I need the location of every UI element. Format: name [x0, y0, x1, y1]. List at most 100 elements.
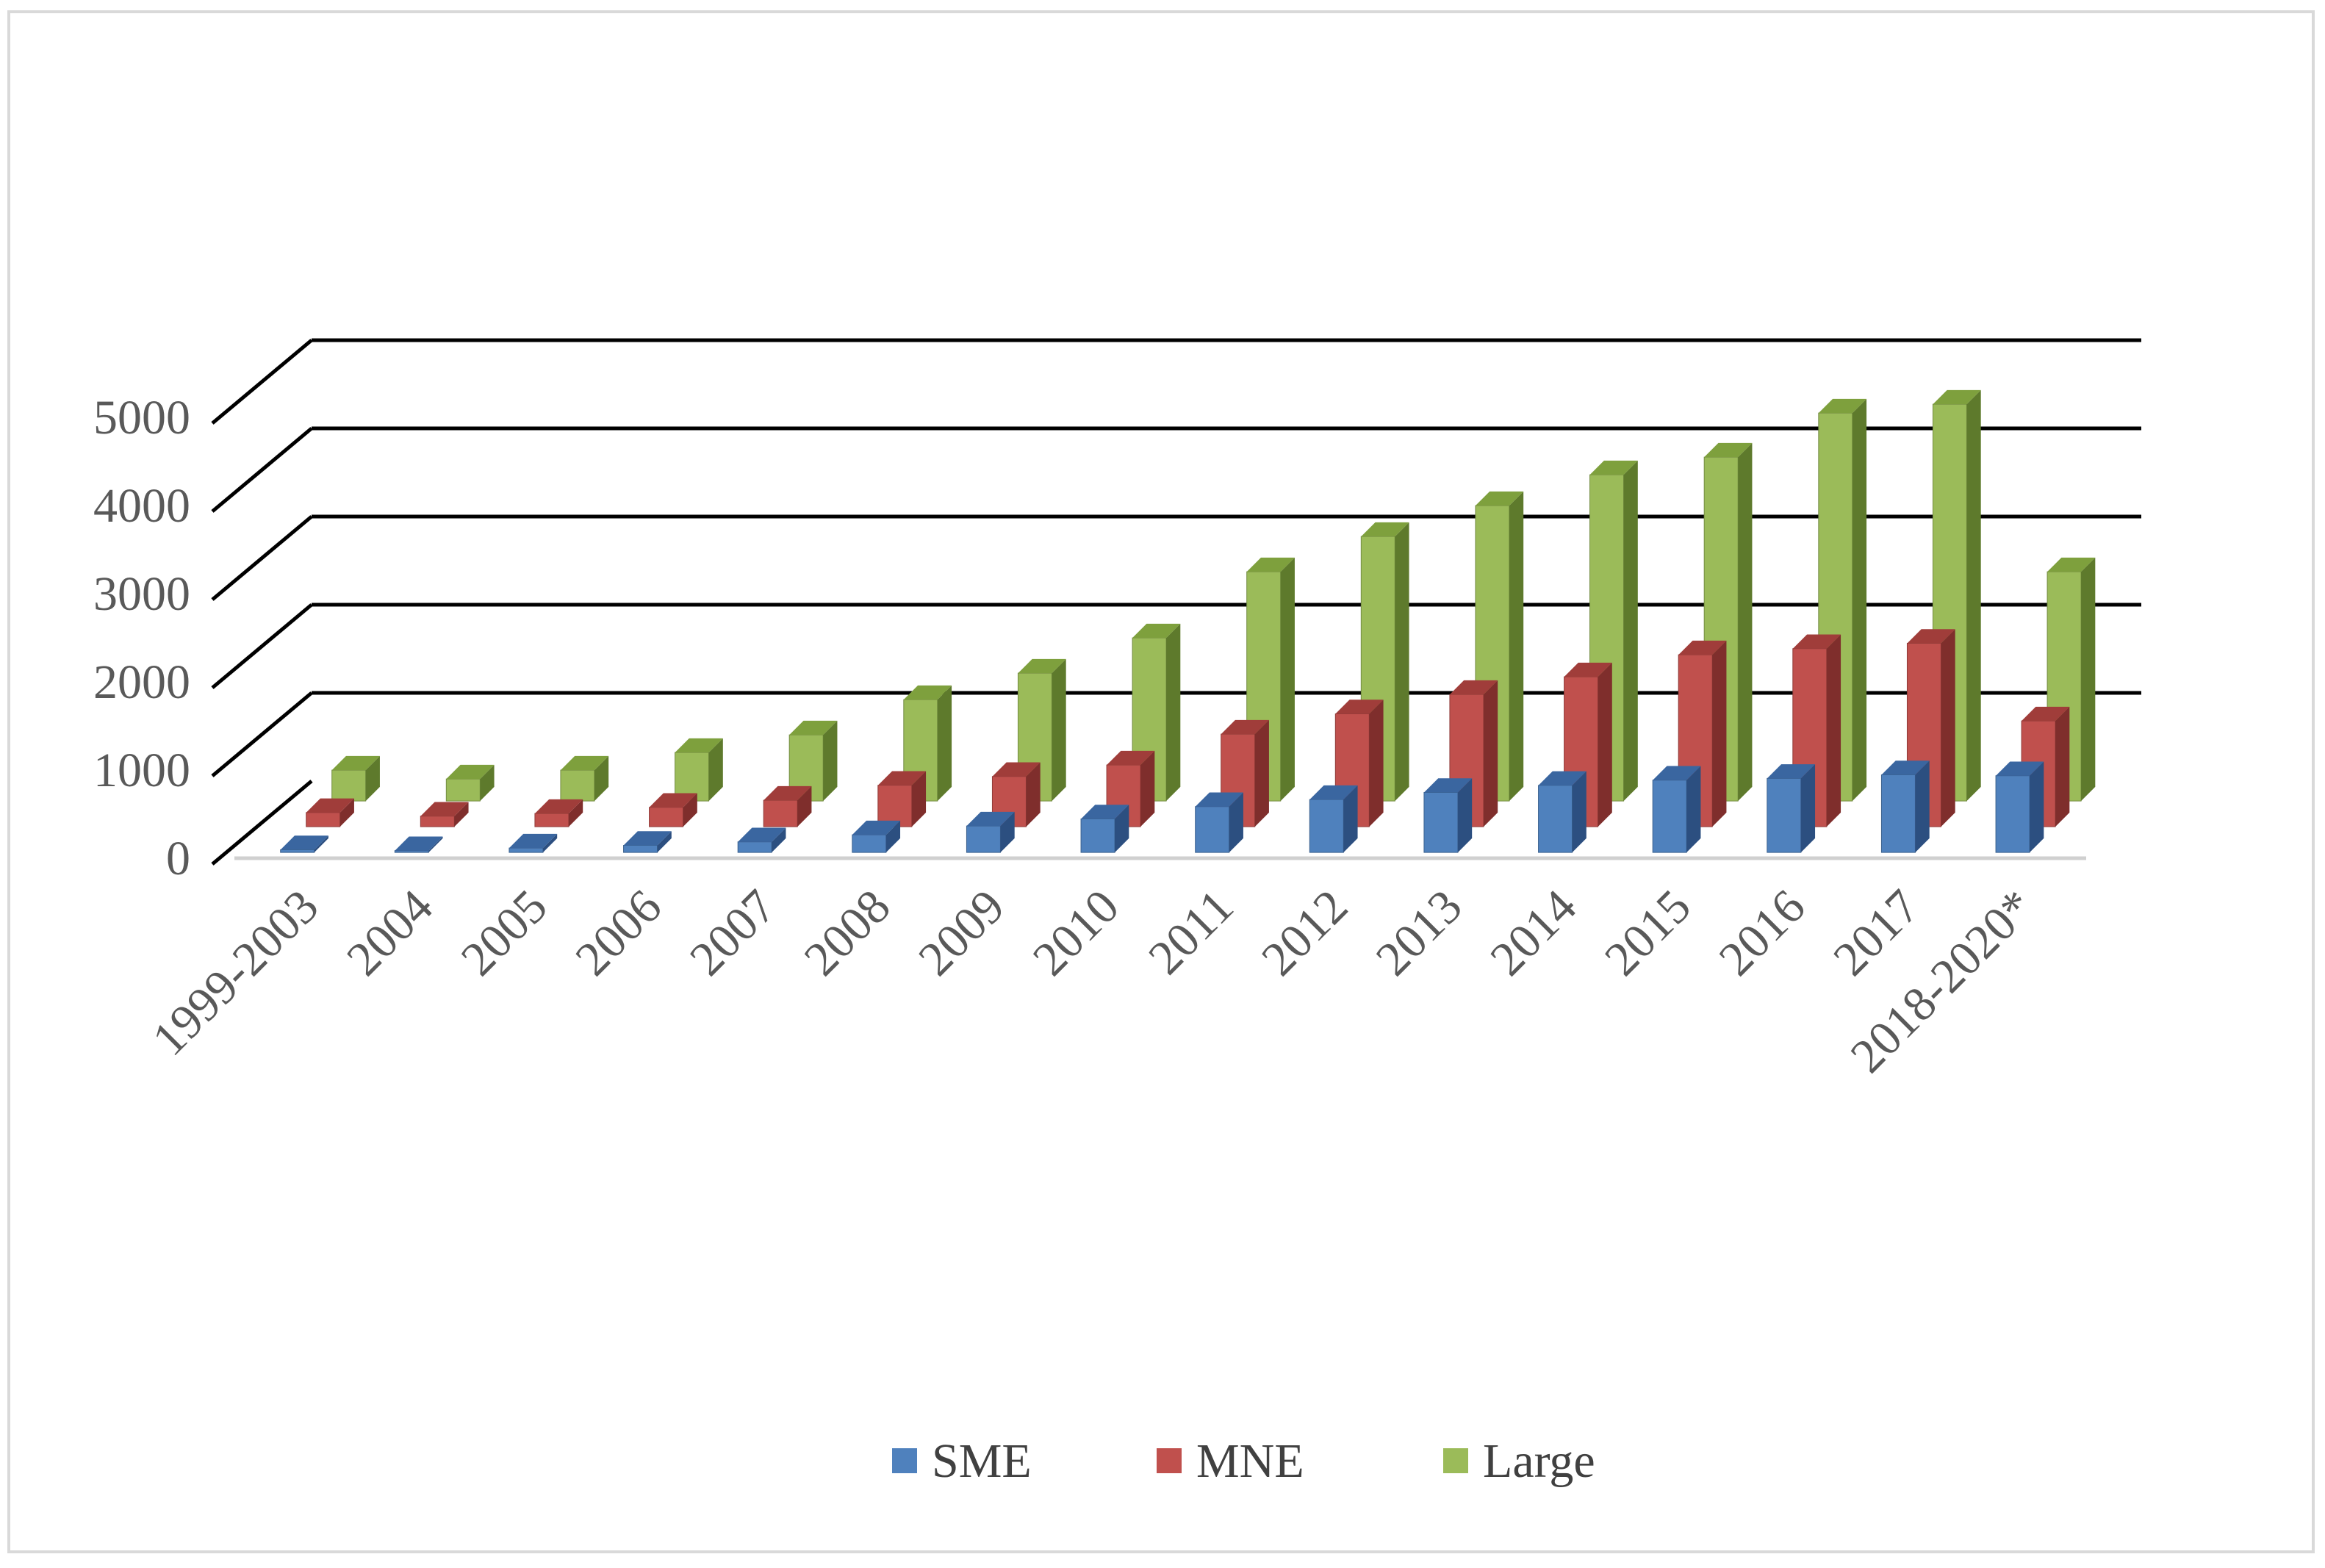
bar-top-face [966, 811, 1015, 827]
bar-side-face [1166, 623, 1181, 802]
bar-side-face [1623, 460, 1638, 802]
bar-sme-2010 [1080, 805, 1129, 853]
bar-front-face [966, 825, 1001, 853]
bar-front-face [560, 769, 595, 802]
bar-top-face [1818, 398, 1867, 414]
bar-top-face [763, 785, 812, 801]
bar-front-face [445, 778, 481, 802]
bar-mne-2008 [877, 771, 927, 827]
bar-mne-2005 [534, 799, 583, 827]
bar-side-face [1483, 680, 1498, 827]
bar-front-face [306, 812, 341, 827]
bar-side-face [1686, 766, 1701, 853]
bar-sme-2016 [1767, 764, 1816, 853]
bar-top-face [534, 799, 583, 814]
bar-sme-2007 [737, 827, 786, 853]
bar-top-face [1653, 766, 1701, 780]
x-tick-label: 2004 [337, 880, 443, 986]
y-tick-label: 2000 [93, 655, 190, 709]
grid-connector [211, 691, 313, 777]
x-tick-label: 2011 [1138, 880, 1243, 985]
x-tick-label: 2012 [1251, 880, 1358, 986]
bar-side-face [683, 793, 697, 827]
grid-connector [211, 603, 313, 689]
bar-side-face [1598, 662, 1612, 827]
bar-top-face [738, 827, 786, 842]
x-tick-label: 2006 [565, 880, 672, 986]
bar-top-face [1195, 792, 1243, 807]
bar-front-face [1652, 780, 1687, 853]
bar-side-face [1000, 811, 1015, 853]
bar-side-face [1395, 522, 1409, 802]
bar-large-2009 [1017, 658, 1066, 802]
bar-side-face [365, 755, 380, 802]
bar-top-face [1132, 623, 1181, 639]
bar-top-face [446, 764, 495, 780]
bar-sme-2009 [966, 811, 1015, 853]
x-axis-ticks: 1999-2003 2004 2005 2006 2007 2008 2009 2010 201… [143, 880, 2044, 1083]
bar-side-face [454, 802, 469, 827]
bar-large-2004 [445, 764, 495, 802]
x-tick-label: 2015 [1595, 880, 1701, 986]
bar-side-face [594, 755, 609, 802]
y-axis-ticks: 0 1000 2000 3000 4000 5000 [93, 391, 190, 885]
legend: SME MNE Large [892, 1434, 1595, 1488]
bar-top-face [1933, 389, 1981, 405]
bar-large-2006 [675, 738, 723, 802]
grid-connector [211, 339, 313, 425]
bar-top-face [852, 820, 901, 835]
bar-top-face [649, 793, 697, 808]
bar-sme-2008 [852, 820, 901, 853]
bar-top-face [992, 762, 1041, 777]
bar-front-face [534, 813, 569, 827]
x-tick-label: 2013 [1366, 880, 1473, 986]
x-tick-label: 2010 [1023, 880, 1129, 986]
bar-sme-1999-2003 [280, 835, 328, 853]
bar-front-face [394, 850, 429, 853]
bar-side-face [1369, 700, 1384, 827]
bar-front-face [623, 845, 658, 853]
bar-top-face [1221, 719, 1269, 735]
y-tick-label: 0 [166, 832, 190, 885]
bar-top-face [675, 738, 723, 753]
legend-label: Large [1483, 1434, 1595, 1488]
bar-mne-2004 [420, 802, 469, 827]
bar-top-face [1246, 557, 1295, 572]
bar-top-face [1792, 634, 1841, 649]
bar-front-face [649, 807, 684, 827]
bar-side-face [708, 738, 723, 802]
bar-front-face [331, 769, 367, 802]
bar-side-face [542, 833, 558, 853]
bar-top-face [1335, 700, 1384, 714]
bar-layer [280, 389, 2096, 853]
bar-sme-2011 [1195, 792, 1243, 853]
bar-side-face [1826, 634, 1841, 827]
bar-side-face [823, 720, 838, 802]
bar-front-face [737, 841, 772, 853]
bar-top-face [1704, 442, 1753, 458]
bar-side-face [1572, 771, 1586, 853]
bar-top-face [306, 798, 354, 813]
bar-side-face [1800, 764, 1816, 853]
bar-side-face [937, 685, 952, 802]
bar-top-face [2022, 706, 2070, 722]
legend-swatch [892, 1448, 917, 1473]
x-tick-label: 2014 [1480, 880, 1586, 986]
bar-front-face [420, 816, 455, 827]
bar-side-face [1941, 629, 1955, 827]
legend-swatch [1157, 1448, 1182, 1473]
bar-front-face [852, 834, 887, 853]
bar-top-face [1678, 640, 1727, 655]
bar-side-face [797, 785, 812, 827]
bar-side-face [1509, 491, 1524, 802]
y-tick-label: 1000 [93, 744, 190, 797]
bar-front-face [1880, 774, 1916, 853]
bar-front-face [1995, 775, 2030, 853]
bar-top-face [789, 720, 838, 736]
x-tick-label: 2008 [794, 880, 901, 986]
bar-top-face [1907, 629, 1955, 644]
bar-front-face [280, 849, 315, 853]
bar-sme-2017 [1880, 760, 1930, 853]
bar-top-face [420, 802, 469, 816]
